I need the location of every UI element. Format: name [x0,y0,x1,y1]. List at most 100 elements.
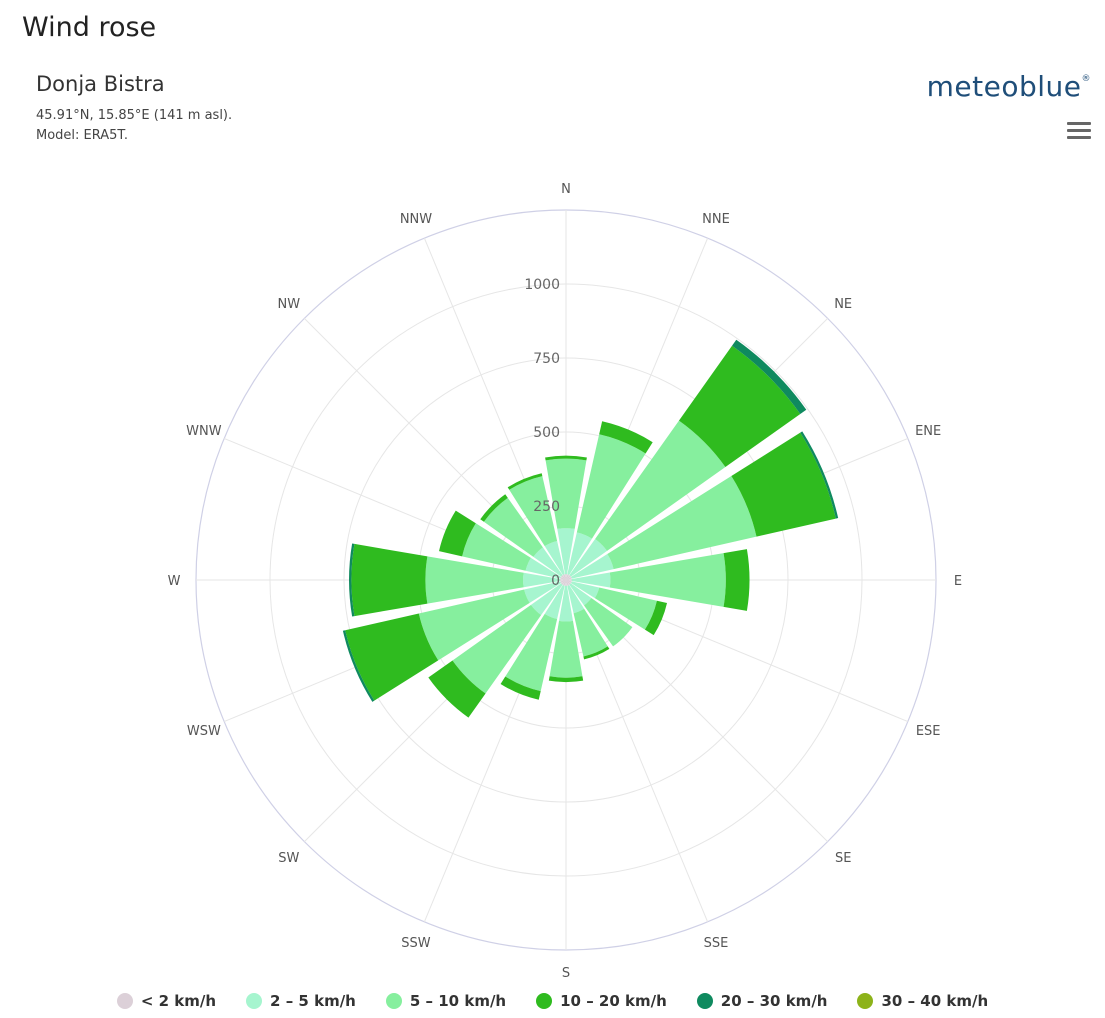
bar-nne-0 [566,574,570,580]
bar-nnw-1 [544,541,565,575]
radial-tick-label: 750 [533,351,560,367]
direction-label-ene: ENE [915,424,941,439]
direction-label-nnw: NNW [400,212,432,227]
location-coords: 45.91°N, 15.85°E (141 m asl). [36,108,233,123]
bar-e-2 [609,553,726,607]
bar-e-0 [566,579,572,581]
bar-wsw-2 [418,589,530,661]
bar-sse-0 [566,580,570,586]
legend-item[interactable]: < 2 km/h [116,992,217,1010]
bar-ene-1 [571,553,614,579]
page-title: Wind rose [22,12,157,43]
bar-ne-0 [566,575,571,580]
direction-label-nne: NNE [702,212,730,227]
bar-wsw-4 [342,630,375,702]
bar-nne-2 [576,434,646,539]
direction-label-w: W [168,574,181,589]
legend-dot-icon [696,993,713,1009]
legend-item[interactable]: 20 – 30 km/h [696,992,828,1010]
bar-w-0 [560,579,566,581]
bar-sw-3 [428,660,486,718]
direction-label-ssw: SSW [401,936,431,951]
meteoblue-logo[interactable]: meteoblue® [927,70,1091,103]
bar-ene-4 [800,431,839,519]
bar-sse-2 [573,608,608,657]
registered-mark: ® [1081,74,1091,84]
bar-ne-4 [732,339,807,414]
direction-label-wnw: WNW [186,424,222,439]
radial-tick-labels: 0 250 500 750 1000 [524,277,560,589]
bar-n-2 [545,458,587,529]
wind-bars [342,339,839,718]
bar-wnw-1 [525,557,561,579]
bar-wsw-3 [345,613,439,701]
legend-label: < 2 km/h [140,992,217,1010]
bar-ne-2 [595,420,726,551]
bar-w-2 [425,556,524,604]
radial-tick-label: 1000 [524,277,560,293]
legend-label: 10 – 20 km/h [560,992,667,1010]
legend-label: 20 – 30 km/h [720,992,828,1010]
bar-wsw-0 [560,580,566,584]
legend-label: 5 – 10 km/h [409,992,507,1010]
bar-nw-3 [480,494,508,522]
bar-wnw-2 [462,523,531,571]
brand-name: meteoblue [926,70,1082,103]
legend-dot-icon [116,993,133,1009]
chart-card [11,60,1105,1018]
bar-ssw-3 [500,676,541,700]
direction-labels: N NNE NE ENE E ESE SE SSE S SSW SW WSW W WNW NW NNW [168,182,963,981]
hamburger-menu-icon[interactable] [1067,122,1091,144]
legend-dot-icon [246,993,263,1009]
bar-sw-0 [561,580,566,585]
legend-item[interactable]: 5 – 10 km/h [385,992,507,1010]
bar-nw-2 [483,497,543,557]
bar-se-0 [566,580,571,585]
legend-label: 2 – 5 km/h [270,992,356,1010]
bar-n-1 [557,528,575,575]
bar-ese-3 [644,600,668,636]
bar-sw-2 [452,604,542,694]
bar-ene-2 [607,475,757,570]
bar-w-4 [349,543,355,617]
bar-ese-0 [566,580,572,584]
bar-wsw-1 [524,581,561,603]
legend-label: 30 – 40 km/h [881,992,989,1010]
bar-sse-3 [583,646,610,660]
bar-w-1 [523,572,561,588]
bar-ssw-2 [505,613,558,692]
direction-label-e: E [954,574,962,589]
location-model: Model: ERA5T. [36,128,128,143]
bar-ene-0 [566,576,572,580]
bar-ssw-0 [562,580,566,586]
direction-label-n: N [561,182,571,197]
bar-s-2 [549,620,583,678]
bar-wnw-3 [439,510,476,557]
chart-legend: < 2 km/h 2 – 5 km/h 5 – 10 km/h 10 – 20 km/… [0,988,1105,1014]
bar-ene-3 [731,432,836,537]
legend-item[interactable]: 30 – 40 km/h [857,992,988,1010]
bar-n-0 [565,574,567,580]
bar-ssw-1 [544,585,565,619]
direction-label-se: SE [835,851,851,866]
bar-w-3 [351,543,428,617]
bar-nnw-3 [507,473,543,490]
bar-sw-1 [530,583,563,616]
bar-nne-3 [599,421,653,454]
legend-item[interactable]: 2 – 5 km/h [246,992,356,1010]
bar-ne-3 [678,345,801,468]
bar-ese-2 [594,587,657,630]
radial-tick-label: 250 [533,499,560,515]
location-name: Donja Bistra [36,72,165,96]
legend-item[interactable]: 10 – 20 km/h [536,992,667,1010]
bar-e-3 [723,549,750,611]
bar-nw-1 [533,547,563,577]
bar-e-1 [571,572,611,588]
bar-n-3 [545,455,587,461]
direction-label-ne: NE [834,297,852,312]
direction-label-sw: SW [278,851,299,866]
bar-s-1 [559,585,573,622]
bar-ese-1 [571,581,600,599]
legend-dot-icon [385,993,402,1009]
